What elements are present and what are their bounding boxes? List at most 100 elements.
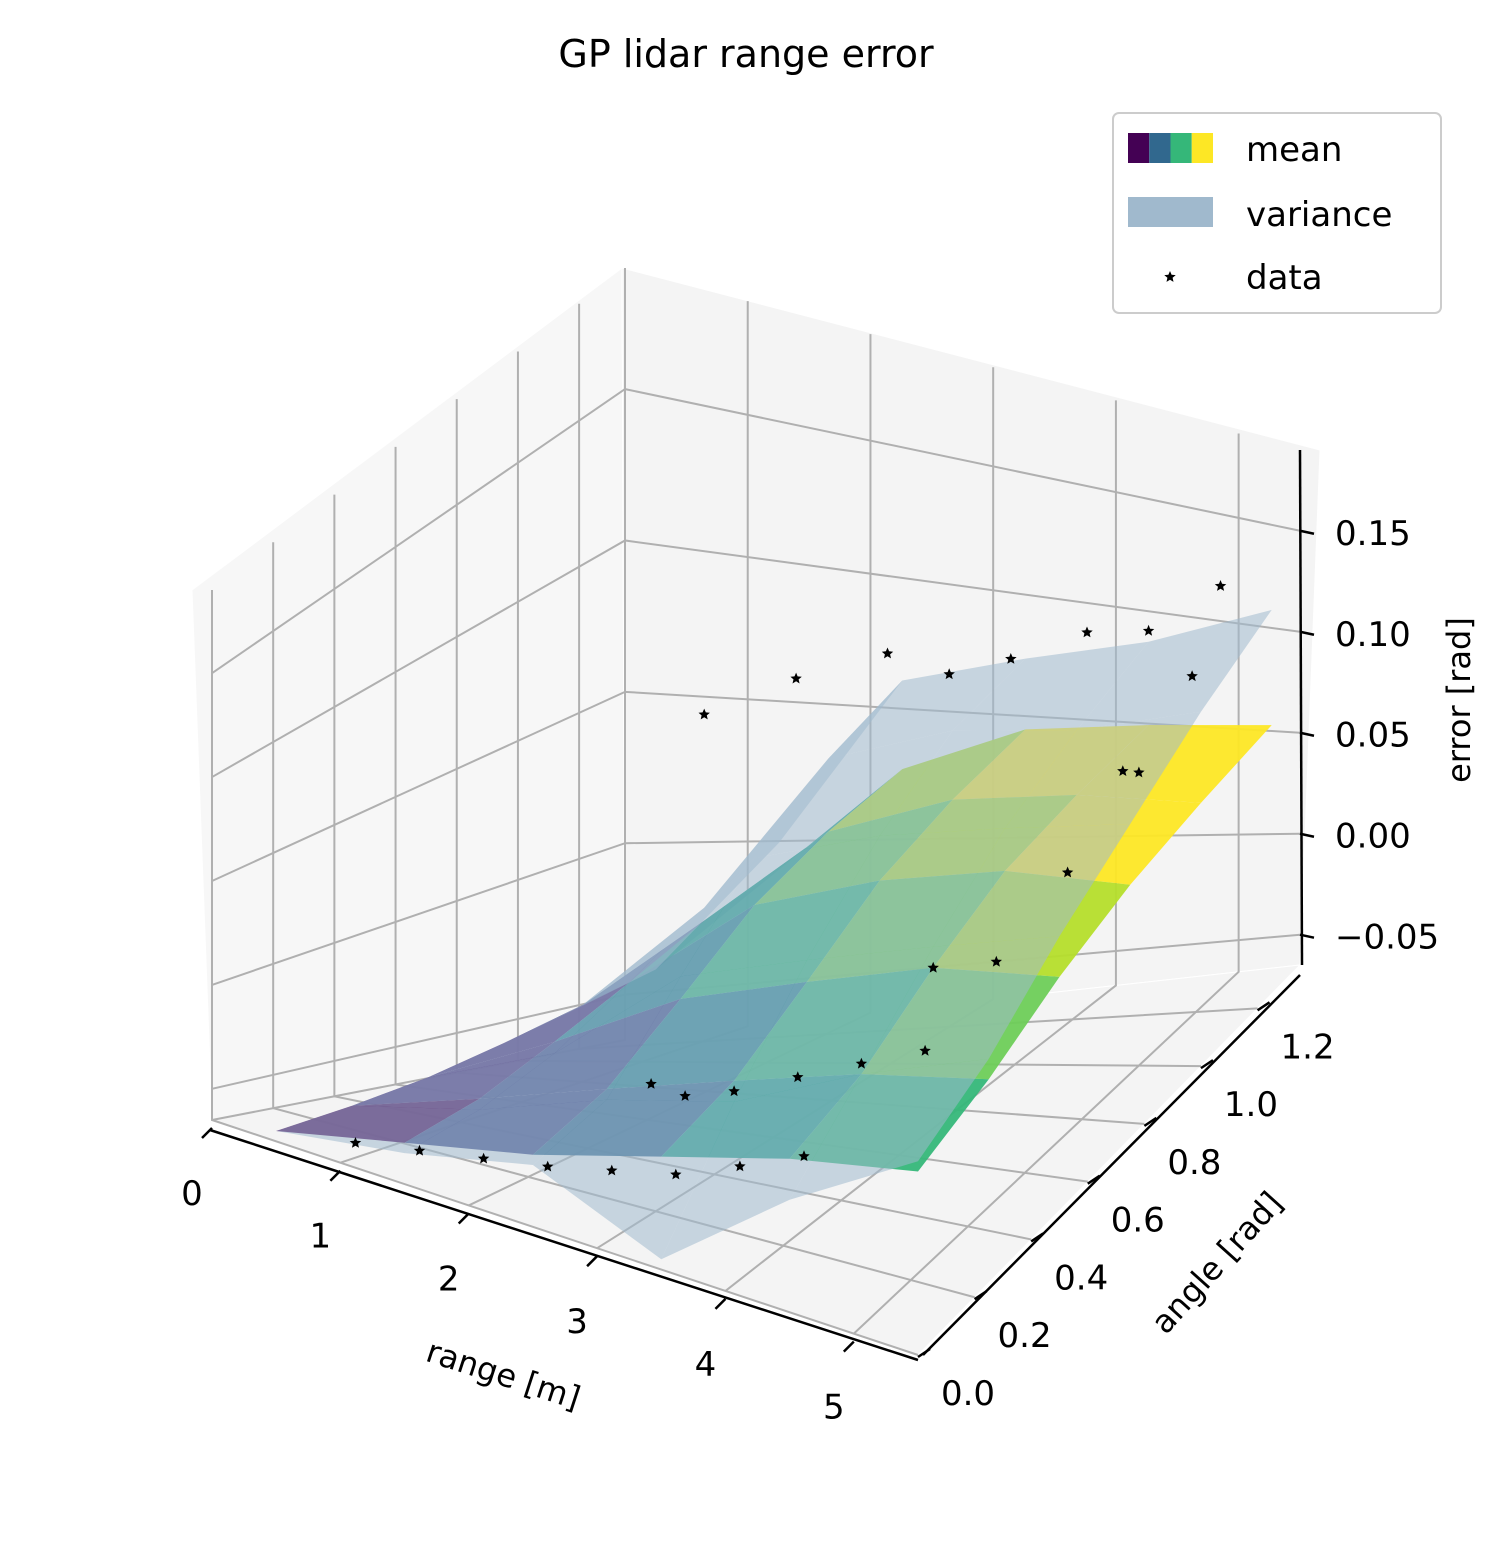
y-tick-0 [917,1347,931,1359]
variance-facet-3-4 [1004,711,1201,829]
legend-variance-label: variance [1246,195,1392,235]
legend-mean-swatch-3 [1191,133,1213,163]
data-point-16 [1214,580,1227,591]
variance-facet-3-3 [879,729,1077,836]
data-point-2 [477,1152,490,1164]
data-point-14 [1061,866,1074,878]
x-tick-1 [329,1169,342,1182]
data-point-22 [1005,653,1017,664]
y-tick-label-6: 1.2 [1281,1027,1335,1067]
y-tick-label-1: 0.2 [998,1316,1052,1356]
data-point-6 [734,1160,746,1172]
y-tick-1 [973,1290,988,1301]
z-tick-4 [1299,529,1315,536]
data-point-1 [413,1144,426,1156]
variance-facet-1-4 [861,936,1060,1075]
legend-mean-swatch [1128,133,1213,163]
legend-data-star [1164,271,1176,282]
x-tick-label-2: 2 [438,1259,460,1299]
data-point-27 [645,1078,657,1089]
legend-variance-swatch [1128,197,1213,227]
z-tick-label-4: 0.15 [1335,514,1411,554]
z-tick-2 [1299,731,1315,737]
data-point-21 [943,668,955,680]
y-tick-4 [1143,1116,1158,1127]
z-tick-label-0: −0.05 [1335,918,1439,958]
variance-facet-2-3 [806,828,1005,961]
x-tick-2 [457,1212,470,1225]
data-point-12 [927,961,939,973]
z-axis-line [1298,449,1304,966]
legend-mean-swatch-2 [1170,133,1192,163]
y-tick-5 [1200,1059,1214,1070]
y-tick-6 [1256,1001,1271,1012]
data-point-11 [919,1044,931,1056]
tick-labels: 0 1 2 3 4 5 0.00.20.40.60.81.01.2 −0.05 0.00 0.05… [181,514,1439,1428]
data-point-13 [990,955,1002,967]
left-pane [191,267,626,1121]
legend-mean-label: mean [1246,130,1342,170]
x-tick-label-0: 0 [181,1174,203,1214]
data-point-17 [1186,670,1198,682]
y-tick-label-5: 1.0 [1224,1085,1278,1125]
axes-lines [201,449,1315,1362]
x-tick-5 [842,1340,855,1353]
variance-facet-1-3 [734,946,934,1102]
legend-data-label: data [1246,258,1323,298]
z-axis-label: error [rad] [1440,617,1478,783]
legend-data-swatch [1164,271,1176,282]
data-point-10 [855,1057,868,1069]
legend-mean-swatch-0 [1128,133,1150,163]
grid-x-4 [724,400,1117,1292]
x-axis-label: range [m] [422,1332,585,1417]
variance-facet-4-4 [1076,609,1272,730]
variance-facet-1-2 [606,960,807,1102]
x-tick-label-5: 5 [823,1388,845,1428]
grid-y-0 [211,590,919,1356]
y-tick-label-2: 0.4 [1054,1258,1108,1298]
y-tick-2 [1030,1232,1044,1243]
variance-facet-4-3 [952,641,1149,731]
variance-facet-0-3 [661,1074,862,1260]
variance-facet-1-0 [352,1053,555,1110]
data-point-23 [1081,626,1093,638]
z-tick-1 [1299,832,1315,838]
variance-facet-3-2 [754,730,953,859]
data-point-24 [1142,624,1155,636]
data-scatter [349,580,1227,1180]
data-point-4 [606,1164,618,1176]
x-tick-3 [586,1255,598,1268]
variance-facet-0-1 [404,1099,607,1165]
x-tick-label-1: 1 [310,1217,332,1257]
variance-facet-0-0 [276,1105,480,1154]
y-tick-3 [1087,1174,1101,1185]
grid-z-3 [211,539,1301,778]
data-point-19 [790,672,802,684]
grid-y-1 [272,542,975,1299]
variance-facet-2-2 [680,835,880,977]
variance-facet-4-2 [828,658,1026,759]
variance-facet-0-4 [789,1058,989,1200]
z-tick-label-3: 0.10 [1335,615,1411,655]
data-point-26 [679,1090,691,1101]
y-tick-label-0: 0.0 [941,1374,995,1414]
data-point-9 [792,1071,804,1083]
variance-facet-2-4 [933,823,1131,947]
y-axis-label: angle [rad] [1143,1184,1290,1341]
y-tick-label-3: 0.6 [1111,1201,1165,1241]
chart-title: GP lidar range error [558,32,934,76]
z-tick-0 [1299,933,1315,939]
grid-z-4 [211,388,1301,674]
data-point-8 [728,1085,740,1097]
x-tick-label-4: 4 [695,1345,717,1385]
data-point-25 [698,708,710,720]
x-tick-4 [714,1298,727,1310]
x-tick-0 [201,1127,213,1139]
data-point-15 [1133,766,1145,778]
z-tick-label-2: 0.05 [1335,716,1411,756]
variance-facet-0-2 [532,1099,735,1260]
x-axis-line [209,1128,919,1362]
legend-mean-swatch-1 [1149,133,1171,163]
x-tick-label-3: 3 [566,1302,588,1342]
